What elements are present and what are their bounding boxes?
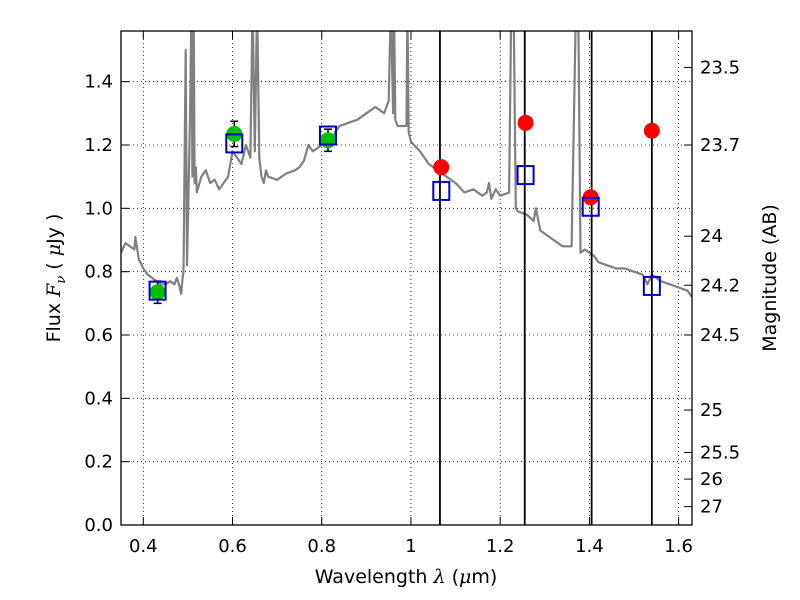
- square-marker-2-0: [148, 280, 167, 301]
- square-marker-2-1: [225, 133, 244, 154]
- y2-axis-label: Magnitude (AB): [759, 204, 781, 352]
- y-tick-label-2: 0.4: [84, 388, 113, 409]
- axis-ticks: 0.4 0.6 0.8 1 1.2 1.4 1.6 0.0 0.2 0.4 0.6 0.8 1.0 1.2…: [84, 31, 740, 557]
- y2-tick-label-6: 25.5: [700, 442, 740, 463]
- y2-tick-label-7: 26: [700, 469, 723, 490]
- x-tick-label-2: 0.8: [307, 536, 336, 557]
- x-tick-label-1: 0.6: [218, 536, 247, 557]
- square-marker-2-4: [516, 165, 535, 186]
- y-tick-label-5: 1.0: [84, 198, 113, 219]
- plot-area: [121, 31, 692, 298]
- square-marker-2-3: [432, 180, 451, 201]
- x-tick-label-5: 1.4: [575, 536, 604, 557]
- y-axis-label: Flux Fν ( μJy ): [43, 214, 69, 343]
- circle-marker-1-0: [433, 159, 450, 176]
- y-tick-label-3: 0.6: [84, 325, 113, 346]
- y-tick-label-6: 1.2: [84, 135, 113, 156]
- filter-lines: [439, 31, 653, 525]
- circle-marker-1-3: [643, 122, 660, 139]
- circle-marker-0-0: [149, 284, 166, 301]
- square-marker-2-6: [642, 275, 661, 296]
- y2-tick-label-2: 24: [700, 226, 723, 247]
- y2-tick-label-3: 24.2: [700, 275, 740, 296]
- square-marker-2-5: [581, 196, 600, 217]
- y-tick-label-4: 0.8: [84, 262, 113, 283]
- y-tick-label-0: 0.0: [84, 515, 113, 536]
- y-tick-label-1: 0.2: [84, 452, 113, 473]
- y2-tick-label-8: 27: [700, 497, 723, 518]
- y2-tick-label-1: 23.7: [700, 135, 740, 156]
- square-marker-2-2: [318, 125, 337, 146]
- x-tick-label-4: 1.2: [486, 536, 515, 557]
- template-spectrum-line: [121, 31, 692, 298]
- y2-tick-label-4: 24.5: [700, 325, 740, 346]
- circle-marker-1-1: [517, 114, 534, 131]
- y2-tick-label-5: 25: [700, 400, 723, 421]
- x-tick-label-3: 1: [405, 536, 416, 557]
- y2-tick-label-0: 23.5: [700, 57, 740, 78]
- photometry-markers: [148, 114, 661, 305]
- x-axis-label: Wavelength λ (μm): [315, 566, 498, 588]
- plot-frame: [120, 30, 693, 526]
- x-tick-label-0: 0.4: [129, 536, 158, 557]
- y-tick-label-7: 1.4: [84, 72, 113, 93]
- x-tick-label-6: 1.6: [664, 536, 693, 557]
